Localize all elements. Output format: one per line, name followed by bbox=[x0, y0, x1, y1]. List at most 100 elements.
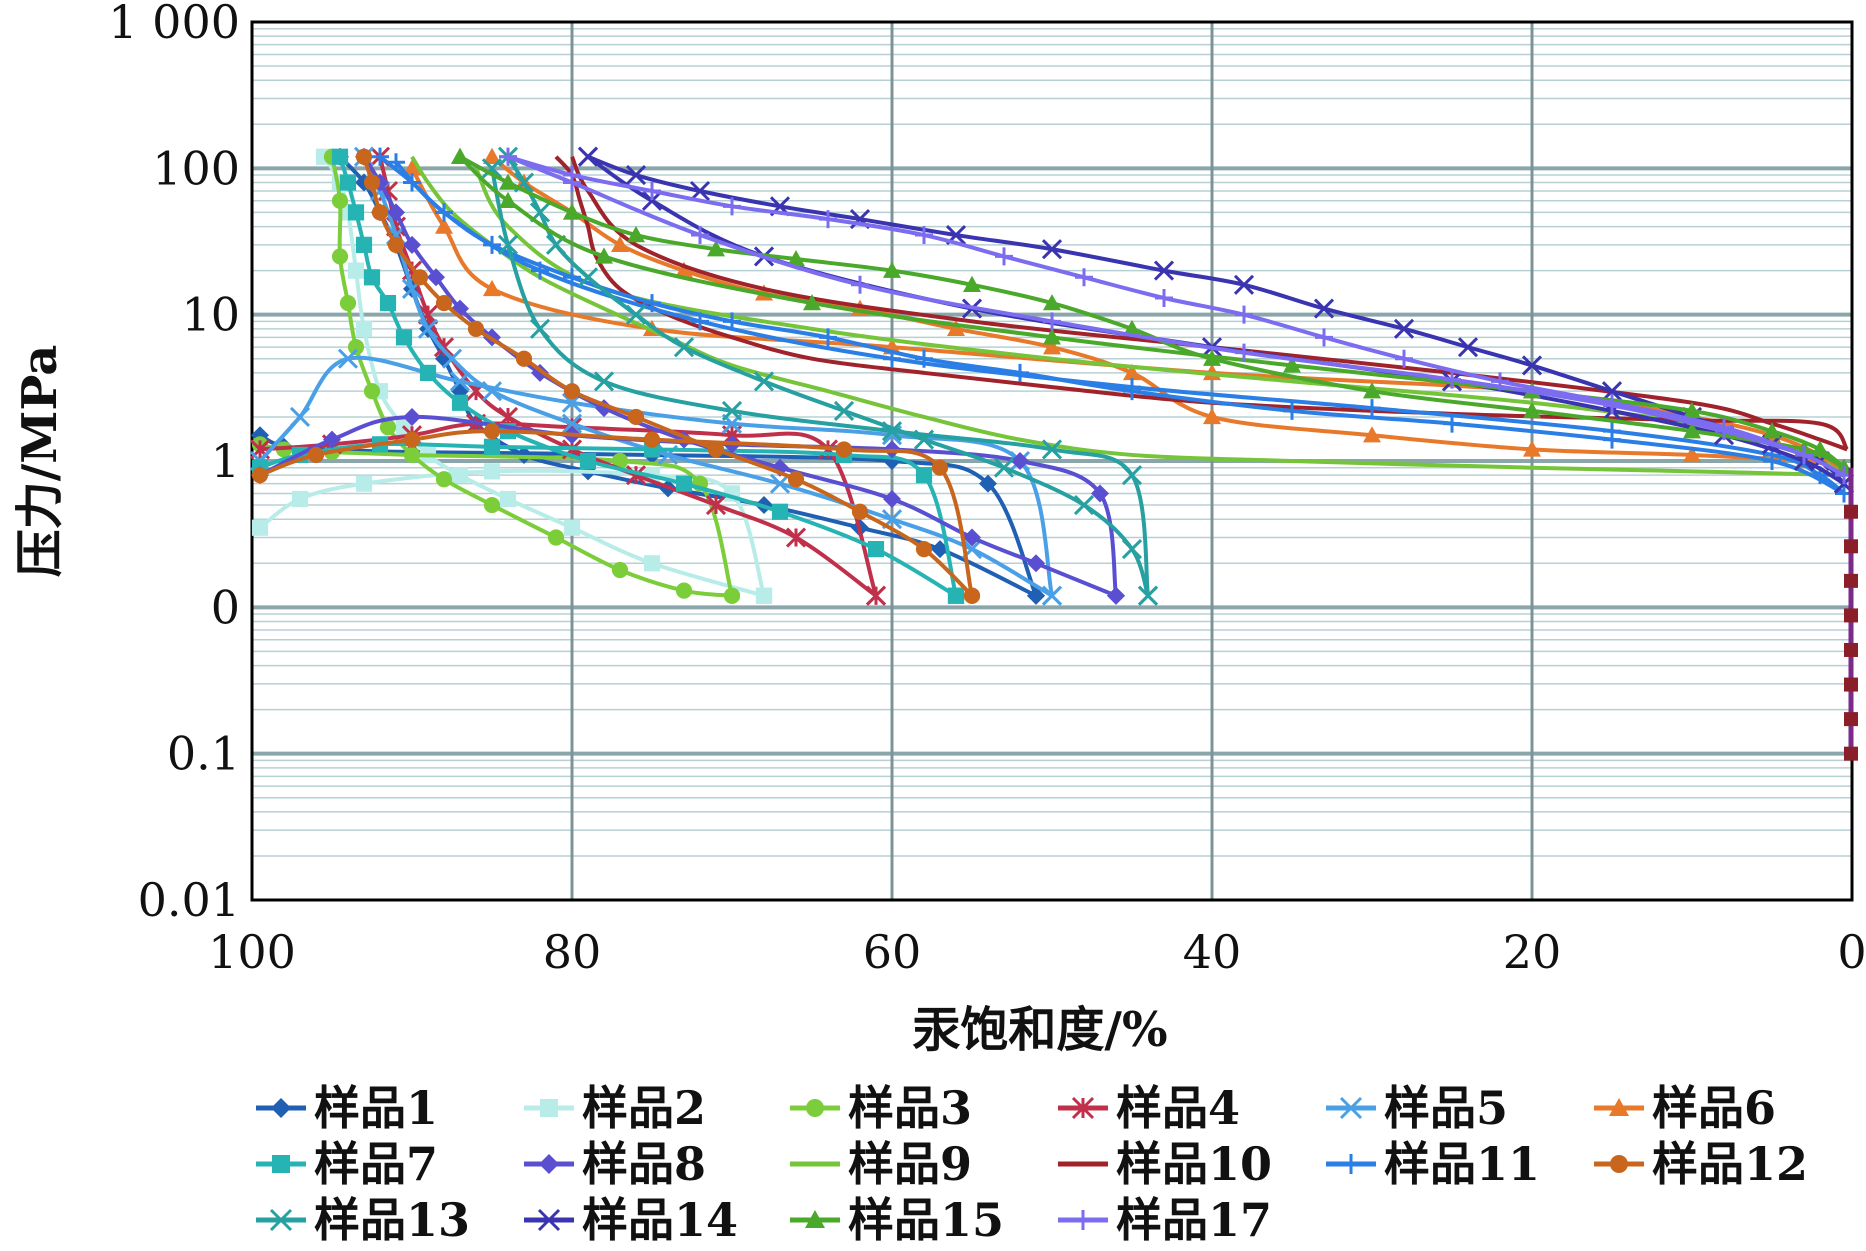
data-point bbox=[427, 268, 445, 287]
data-point bbox=[833, 400, 855, 421]
legend-label: 样品4 bbox=[1116, 1081, 1240, 1135]
series-3 bbox=[251, 148, 741, 604]
data-point bbox=[529, 318, 551, 339]
series-intrusion-line bbox=[554, 155, 1849, 451]
data-point bbox=[835, 441, 853, 458]
legend-swatch-marker bbox=[1339, 1096, 1363, 1120]
series-2 bbox=[251, 148, 773, 604]
data-point bbox=[851, 503, 869, 520]
tail-point bbox=[1844, 677, 1858, 692]
legend-item: 样品7 bbox=[256, 1137, 438, 1191]
y-tick-label: 1 bbox=[211, 434, 240, 488]
x-tick-label: 60 bbox=[863, 925, 922, 979]
data-point bbox=[347, 262, 365, 279]
data-point bbox=[435, 203, 453, 222]
data-point bbox=[563, 519, 581, 536]
data-point bbox=[1041, 239, 1063, 260]
data-point bbox=[483, 147, 501, 164]
x-axis-title: 汞饱和度/% bbox=[912, 1002, 1167, 1058]
legend-item: 样品6 bbox=[1594, 1081, 1776, 1135]
data-point bbox=[947, 587, 965, 604]
legend-swatch-marker bbox=[1609, 1098, 1629, 1116]
data-point bbox=[483, 423, 501, 440]
data-point bbox=[1715, 422, 1733, 441]
data-point bbox=[577, 146, 599, 167]
legend-label: 样品5 bbox=[1384, 1081, 1508, 1135]
legend-label: 样品7 bbox=[314, 1137, 438, 1191]
legend-label: 样品17 bbox=[1116, 1193, 1272, 1247]
data-point bbox=[755, 587, 773, 604]
data-point bbox=[867, 541, 885, 558]
data-point bbox=[753, 371, 775, 392]
legend-item: 样品13 bbox=[256, 1193, 470, 1247]
data-point bbox=[1153, 260, 1175, 281]
data-point bbox=[1601, 381, 1623, 402]
legend-label: 样品14 bbox=[582, 1193, 738, 1247]
data-point bbox=[1121, 465, 1143, 486]
data-point bbox=[449, 371, 471, 392]
data-point bbox=[499, 490, 517, 508]
data-point bbox=[675, 475, 693, 492]
data-point bbox=[291, 490, 309, 508]
data-point bbox=[1443, 370, 1461, 389]
data-point bbox=[531, 261, 549, 280]
data-point bbox=[355, 475, 373, 492]
data-point bbox=[339, 174, 357, 191]
data-point bbox=[705, 494, 727, 516]
data-point bbox=[403, 431, 421, 448]
plot-grid bbox=[252, 22, 1852, 900]
data-point bbox=[347, 339, 365, 356]
data-point bbox=[963, 528, 981, 547]
series-14 bbox=[577, 146, 1855, 494]
data-point bbox=[441, 348, 463, 369]
legend-label: 样品2 bbox=[582, 1081, 706, 1135]
legend-swatch-marker bbox=[272, 1155, 290, 1173]
legend-label: 样品12 bbox=[1652, 1137, 1808, 1191]
data-point bbox=[371, 204, 389, 221]
data-point bbox=[363, 174, 381, 191]
data-point bbox=[403, 446, 421, 464]
data-point bbox=[467, 320, 485, 337]
tail-point bbox=[1844, 712, 1858, 727]
data-point bbox=[251, 519, 269, 536]
legend-swatch-marker bbox=[805, 1210, 825, 1228]
data-point bbox=[625, 164, 647, 186]
data-point bbox=[1795, 445, 1813, 464]
data-point bbox=[995, 247, 1013, 266]
data-point bbox=[499, 191, 517, 208]
y-tick-label: 0.01 bbox=[138, 873, 240, 927]
tail-point bbox=[1844, 504, 1858, 519]
data-point bbox=[395, 329, 413, 346]
data-point bbox=[435, 217, 453, 234]
data-point bbox=[1123, 378, 1141, 397]
data-point bbox=[403, 235, 421, 254]
data-point bbox=[451, 394, 469, 411]
legend-item: 样品11 bbox=[1326, 1137, 1540, 1191]
data-point bbox=[963, 275, 981, 292]
series-extrusion-line bbox=[490, 167, 1150, 597]
data-point bbox=[707, 441, 725, 458]
data-point bbox=[1041, 439, 1063, 460]
legend-label: 样品3 bbox=[848, 1081, 972, 1135]
legend-label: 样品10 bbox=[1116, 1137, 1272, 1191]
data-point bbox=[323, 430, 341, 449]
data-point bbox=[419, 364, 437, 381]
data-point bbox=[1683, 401, 1701, 419]
data-point bbox=[1027, 586, 1045, 605]
legend-item: 样品1 bbox=[256, 1081, 438, 1135]
data-point bbox=[1123, 319, 1141, 337]
data-point bbox=[1121, 539, 1143, 560]
data-point bbox=[1011, 452, 1029, 470]
legend-item: 样品12 bbox=[1594, 1137, 1808, 1191]
data-point bbox=[1457, 337, 1479, 358]
legend-item: 样品5 bbox=[1326, 1081, 1508, 1135]
data-point bbox=[563, 173, 581, 192]
tail-point bbox=[1844, 746, 1858, 761]
legend-label: 样品8 bbox=[582, 1137, 706, 1191]
data-point bbox=[483, 496, 501, 514]
data-point bbox=[417, 318, 439, 339]
data-point bbox=[579, 452, 597, 470]
data-point bbox=[723, 587, 741, 604]
data-point bbox=[771, 503, 789, 520]
